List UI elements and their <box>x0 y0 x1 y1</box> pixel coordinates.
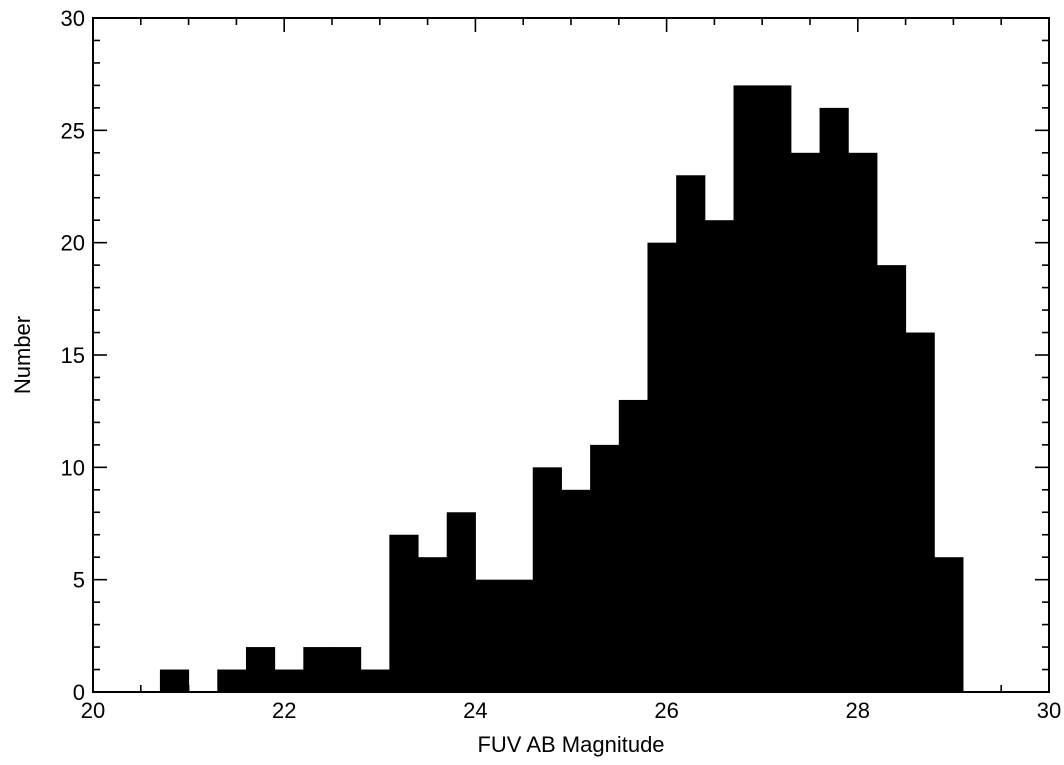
histogram-bar <box>475 579 505 692</box>
histogram-bar <box>647 242 677 692</box>
histogram-bar <box>934 557 964 692</box>
histogram-bar <box>733 85 763 692</box>
histogram-bar <box>876 265 907 692</box>
histogram-bar <box>360 669 390 692</box>
histogram-bar <box>676 175 706 692</box>
histogram-bar <box>819 107 849 692</box>
histogram-bar <box>590 444 620 692</box>
histogram-bar <box>446 512 476 692</box>
histogram-bar <box>561 489 591 692</box>
histogram-bar <box>504 579 534 692</box>
x-tick-label: 30 <box>1037 698 1061 723</box>
histogram-bar <box>332 647 362 692</box>
histogram-bar <box>532 467 562 692</box>
axis-ticks <box>92 17 1050 693</box>
x-tick-label: 24 <box>463 698 487 723</box>
x-tick-label: 20 <box>81 698 105 723</box>
y-tick-label: 5 <box>73 568 85 593</box>
histogram-bar <box>245 647 276 692</box>
histogram-bar <box>905 332 935 692</box>
x-axis-label: FUV AB Magnitude <box>477 732 664 757</box>
histogram-bar <box>418 557 448 692</box>
y-tick-labels: 0 5 10 15 20 25 30 <box>61 6 85 705</box>
histogram-bar <box>848 152 878 693</box>
histogram-bars <box>159 85 964 693</box>
x-tick-labels: 20 22 24 26 28 30 <box>81 698 1061 723</box>
histogram-bar <box>274 669 304 692</box>
y-tick-label: 25 <box>61 118 85 143</box>
histogram-bar <box>762 85 792 692</box>
histogram-bar <box>159 669 190 692</box>
histogram-bar <box>704 220 735 692</box>
y-axis-label: Number <box>10 316 35 394</box>
x-tick-label: 22 <box>272 698 296 723</box>
histogram-bar <box>618 399 648 692</box>
histogram-bar <box>217 669 247 692</box>
x-tick-label: 28 <box>846 698 870 723</box>
y-tick-label: 10 <box>61 455 85 480</box>
y-tick-label: 30 <box>61 6 85 31</box>
histogram-bar <box>790 152 821 693</box>
x-tick-label: 26 <box>654 698 678 723</box>
y-tick-label: 20 <box>61 231 85 256</box>
histogram-bar <box>389 534 419 692</box>
y-tick-label: 0 <box>73 680 85 705</box>
histogram-bar <box>303 647 333 692</box>
y-tick-label: 15 <box>61 343 85 368</box>
